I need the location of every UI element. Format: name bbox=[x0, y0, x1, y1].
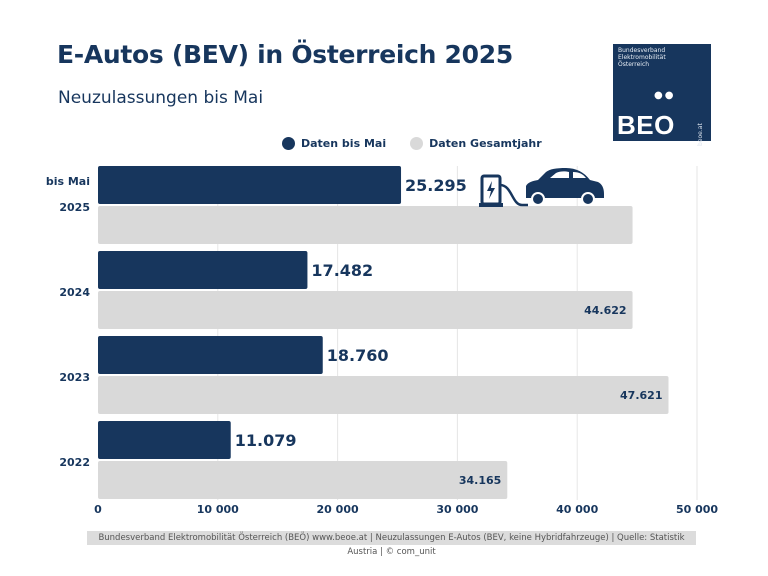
charging-cable bbox=[499, 183, 528, 207]
x-tick-label: 10 000 bbox=[197, 503, 239, 516]
x-tick-label: 0 bbox=[94, 503, 102, 516]
footer-source: Bundesverband Elektromobilität Österreic… bbox=[87, 531, 696, 557]
car-window bbox=[550, 171, 586, 178]
bar-gesamtjahr-label: 47.621 bbox=[620, 389, 662, 402]
beo-logo: Bundesverband Elektromobilität Österreic… bbox=[613, 44, 711, 146]
bar-gesamtjahr bbox=[98, 206, 633, 244]
logo-dots: ●● bbox=[654, 90, 676, 101]
legend-label-gesamtjahr: Daten Gesamtjahr bbox=[429, 137, 542, 150]
x-tick-label: 50 000 bbox=[676, 503, 718, 516]
x-tick-label: 20 000 bbox=[317, 503, 359, 516]
chart-legend: Daten bis Mai Daten Gesamtjahr bbox=[282, 137, 542, 150]
logo-org-name: Bundesverband Elektromobilität Österreic… bbox=[618, 47, 666, 68]
legend-item-gesamtjahr: Daten Gesamtjahr bbox=[410, 137, 542, 150]
bar-bis-mai-label: 18.760 bbox=[327, 346, 389, 365]
bar-bis-mai bbox=[98, 336, 323, 374]
bar-gesamtjahr bbox=[98, 291, 633, 329]
car-wheel-rear bbox=[581, 192, 595, 206]
x-tick-label: 30 000 bbox=[436, 503, 478, 516]
bar-gesamtjahr-label: 34.165 bbox=[459, 474, 501, 487]
legend-label-bis-mai: Daten bis Mai bbox=[301, 137, 387, 150]
car-wheel-front bbox=[531, 192, 545, 206]
logo-text: BEO bbox=[617, 110, 675, 140]
category-label: 2024 bbox=[59, 286, 90, 299]
bar-bis-mai-label: 11.079 bbox=[235, 431, 297, 450]
bar-bis-mai-label: 17.482 bbox=[311, 261, 373, 280]
bar-bis-mai bbox=[98, 421, 231, 459]
chart-subtitle: Neuzulassungen bis Mai bbox=[58, 88, 264, 108]
bar-bis-mai bbox=[98, 251, 308, 289]
lightning-icon bbox=[487, 181, 495, 199]
bar-gesamtjahr bbox=[98, 461, 508, 499]
category-label: 2023 bbox=[59, 371, 90, 384]
category-prefix-label: bis Mai bbox=[46, 175, 90, 188]
legend-swatch-dark bbox=[282, 137, 295, 150]
legend-item-bis-mai: Daten bis Mai bbox=[282, 137, 386, 150]
bar-gesamtjahr-label: 44.622 bbox=[584, 304, 626, 317]
chart-title: E-Autos (BEV) in Österreich 2025 bbox=[57, 40, 513, 69]
car-icon bbox=[526, 168, 604, 198]
bar-bis-mai-label: 25.295 bbox=[405, 176, 467, 195]
x-tick-label: 40 000 bbox=[556, 503, 598, 516]
category-label: 2022 bbox=[59, 456, 90, 469]
bar-gesamtjahr bbox=[98, 376, 669, 414]
legend-swatch-light bbox=[410, 137, 424, 150]
category-label: 2025 bbox=[59, 201, 90, 214]
bar-bis-mai bbox=[98, 166, 402, 204]
ev-charger-base bbox=[479, 203, 503, 207]
